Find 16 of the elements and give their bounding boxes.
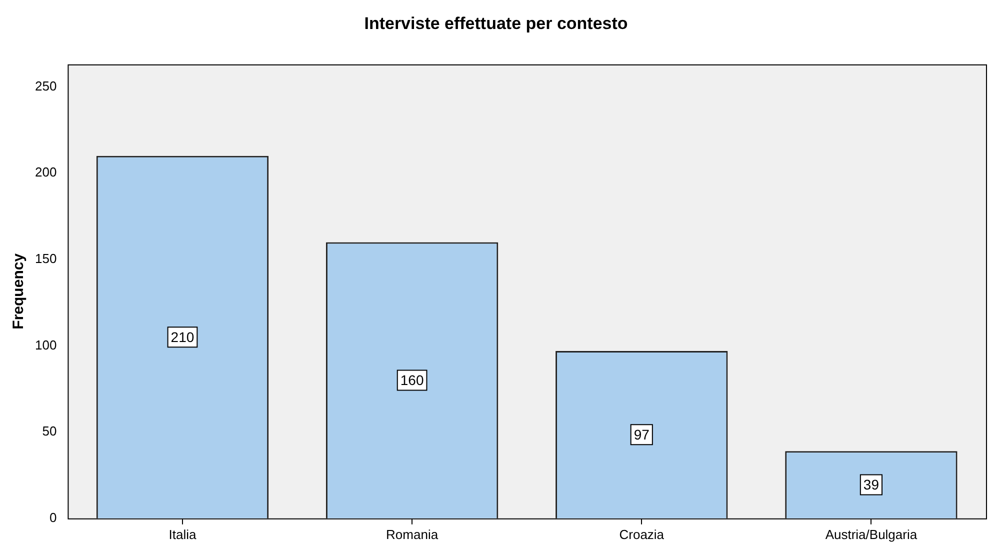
data-label: 97 xyxy=(634,426,650,443)
y-tick-label: 150 xyxy=(34,251,57,266)
data-label: 210 xyxy=(170,329,194,346)
x-tick-label: Austria/Bulgaria xyxy=(825,526,918,542)
x-tick-label: Romania xyxy=(386,526,439,542)
data-label: 39 xyxy=(863,476,880,493)
data-label: 160 xyxy=(400,372,424,388)
y-tick-label: 0 xyxy=(49,510,57,525)
y-tick-label: 250 xyxy=(34,78,57,94)
y-axis-title: Frequency xyxy=(10,252,28,330)
x-tick-label: Italia xyxy=(168,526,197,542)
y-tick-label: 100 xyxy=(34,337,57,352)
chart-title: Interviste effettuate per contesto xyxy=(364,14,628,33)
y-tick-label: 50 xyxy=(42,424,57,439)
x-tick-label: Croazia xyxy=(619,526,665,542)
y-tick-label: 200 xyxy=(34,164,57,180)
